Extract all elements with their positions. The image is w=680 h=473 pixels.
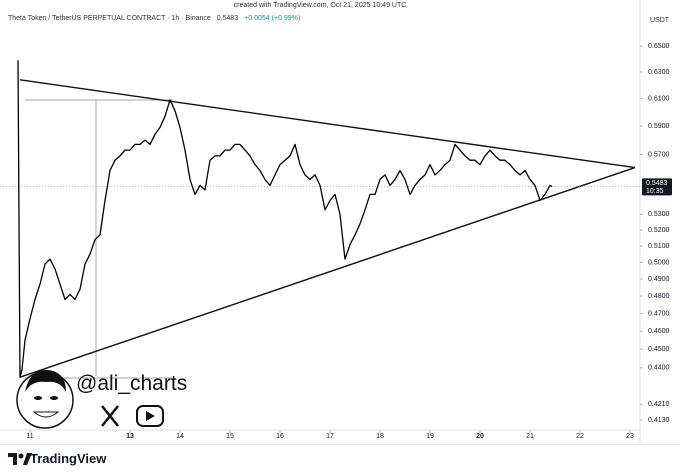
last-price: 0.5483 [216,15,239,22]
logo-part [23,453,32,465]
watermark-layer [16,369,164,429]
footer: TradingView [0,444,680,473]
y-tick-label: 0.4600 [648,328,670,335]
trendline [19,166,636,378]
avatar [16,369,74,429]
y-tick-label: 0.4900 [648,276,670,283]
y-tick-label: 0.5300 [648,211,670,218]
x-tick-label: 11 [26,433,33,440]
x-tick-label: 13 [126,433,134,440]
y-tick-label: 0.5000 [648,259,670,266]
brand-logo [8,453,32,465]
y-tick-label: 0.4210 [648,401,670,408]
x-tick-label: 14 [176,433,184,440]
x-tick-label: 18 [376,433,384,440]
x-tick-label: 16 [276,433,284,440]
watermark: @ali_charts [76,372,188,395]
y-tick-label: 0.4130 [648,417,670,424]
x-tick-label: 15 [226,433,234,440]
y-tick-label: 0.4400 [648,365,670,372]
symbol-bar: Theta Token / TetherUS PERPETUAL CONTRAC… [8,15,304,22]
chart: 0.6500 0.6300 0.6100 0.5900 0.5700 0.5300 0.52… [0,0,672,444]
x-tick-label: 20 [476,433,484,440]
x-icon-stroke [101,405,119,427]
x-tick-label: 19 [426,433,434,440]
x-icon [101,405,119,427]
y-tick-label: 0.5100 [648,243,670,250]
y-axis-label: USDT [650,17,670,24]
y-tick-label: 0.5900 [648,123,670,130]
x-tick-label: 23 [626,433,634,440]
avatar-smile [32,411,60,418]
y-tick-label: 0.6500 [648,43,670,50]
youtube-play [146,411,155,421]
y-tick-label: 0.5200 [648,227,670,234]
logo-part [18,453,24,459]
youtube-frame [136,405,164,427]
x-tick-label: 22 [576,433,584,440]
price-line [17,60,553,378]
x-tick-label: 21 [526,433,534,440]
y-tick-label: 0.4700 [648,310,670,317]
y-tick-label: 0.4500 [648,346,670,353]
countdown: 10:35 [646,188,664,195]
avatar-hair [25,369,66,392]
y-tick-label: 0.4800 [648,293,670,300]
youtube-icon [136,405,164,427]
y-tick-label: 0.6100 [648,95,670,102]
avatar-eye [34,396,42,400]
header: created with TradingView.com, Oct 21, 20… [233,2,407,9]
trendline [19,79,636,169]
price-change: +0.0054 (+0.99%) [244,15,301,22]
price-tag-label: 0.5483 [646,180,668,187]
y-tick-label: 0.5700 [648,151,670,158]
price-tag [642,178,672,196]
avatar-eye [50,396,58,400]
brand: TradingView [30,451,107,466]
y-tick-label: 0.6300 [648,69,670,76]
chart-title: Theta Token / TetherUS PERPETUAL CONTRAC… [8,15,211,22]
logo-part [8,453,17,465]
x-tick-label: 17 [326,433,334,440]
